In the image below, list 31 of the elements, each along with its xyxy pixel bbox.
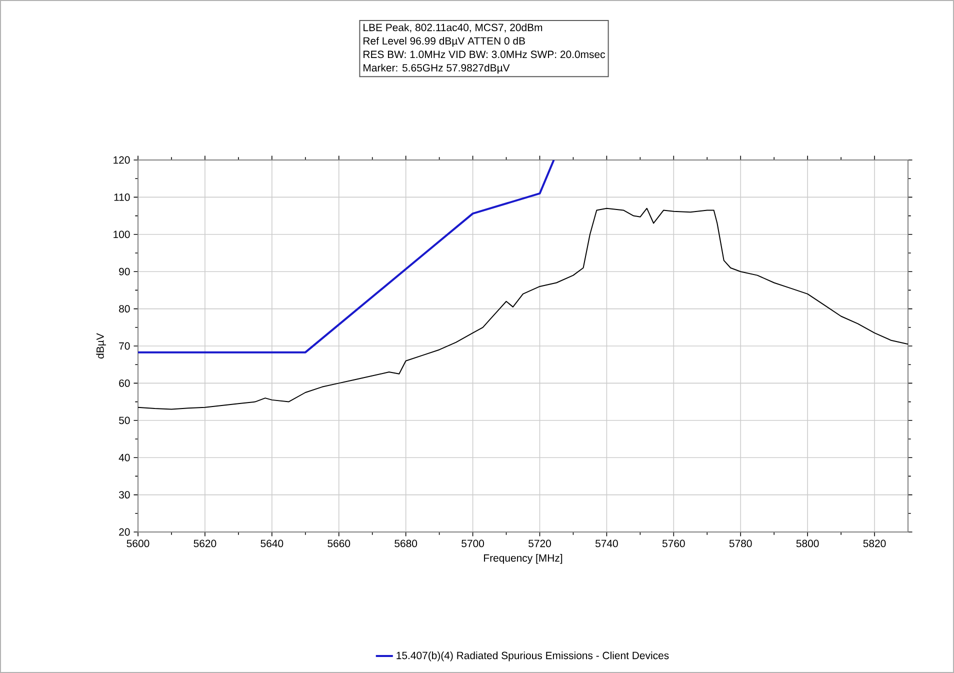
- y-tick-label: 70: [119, 342, 130, 350]
- x-tick-label: 5800: [796, 540, 819, 548]
- y-tick-label: 100: [114, 230, 130, 238]
- legend-label: 15.407(b)(4) Radiated Spurious Emissions - Client Devices: [396, 652, 669, 662]
- x-tick-label: 5660: [328, 540, 350, 548]
- y-tick-label: 50: [119, 416, 130, 424]
- x-tick-label: 5600: [126, 540, 150, 548]
- x-tick-label: 5740: [595, 540, 618, 548]
- text: LBE Peak, 802.11ac40, MCS7, 20dBm: [364, 23, 542, 32]
- x-tick-label: 5720: [528, 540, 551, 548]
- y-tick-label: 20: [119, 528, 130, 536]
- y-tick-label: 40: [118, 454, 130, 462]
- x-tick-label: 5820: [863, 540, 886, 548]
- y-tick-label: 120: [114, 156, 130, 164]
- text: Ref Level 96.99 dBµV ATTEN 0 dB: [364, 36, 525, 47]
- y-tick-label: 80: [119, 305, 130, 313]
- x-tick-label: 5680: [394, 540, 418, 548]
- y-tick-label: 90: [119, 268, 130, 276]
- text: Marker: 5.65GHz 57.9827dBµV: [364, 64, 510, 74]
- x-tick-label: 5780: [729, 540, 752, 548]
- x-tick-label: 5760: [662, 540, 685, 548]
- text: RES BW: 1.0MHz VID BW: 3.0MHz SWP: 20.0msec: [364, 50, 606, 58]
- line-series: [138, 160, 555, 354]
- y-axis-title: dBµV: [96, 333, 106, 358]
- y-tick-label: 30: [118, 491, 130, 499]
- x-tick-label: 5700: [462, 540, 484, 548]
- x-tick-label: 5640: [260, 540, 284, 548]
- x-tick-label: 5620: [194, 540, 216, 548]
- y-tick-label: 110: [114, 194, 130, 201]
- x-axis-title: Frequency [MHz]: [484, 554, 562, 564]
- y-tick-label: 60: [119, 380, 130, 387]
